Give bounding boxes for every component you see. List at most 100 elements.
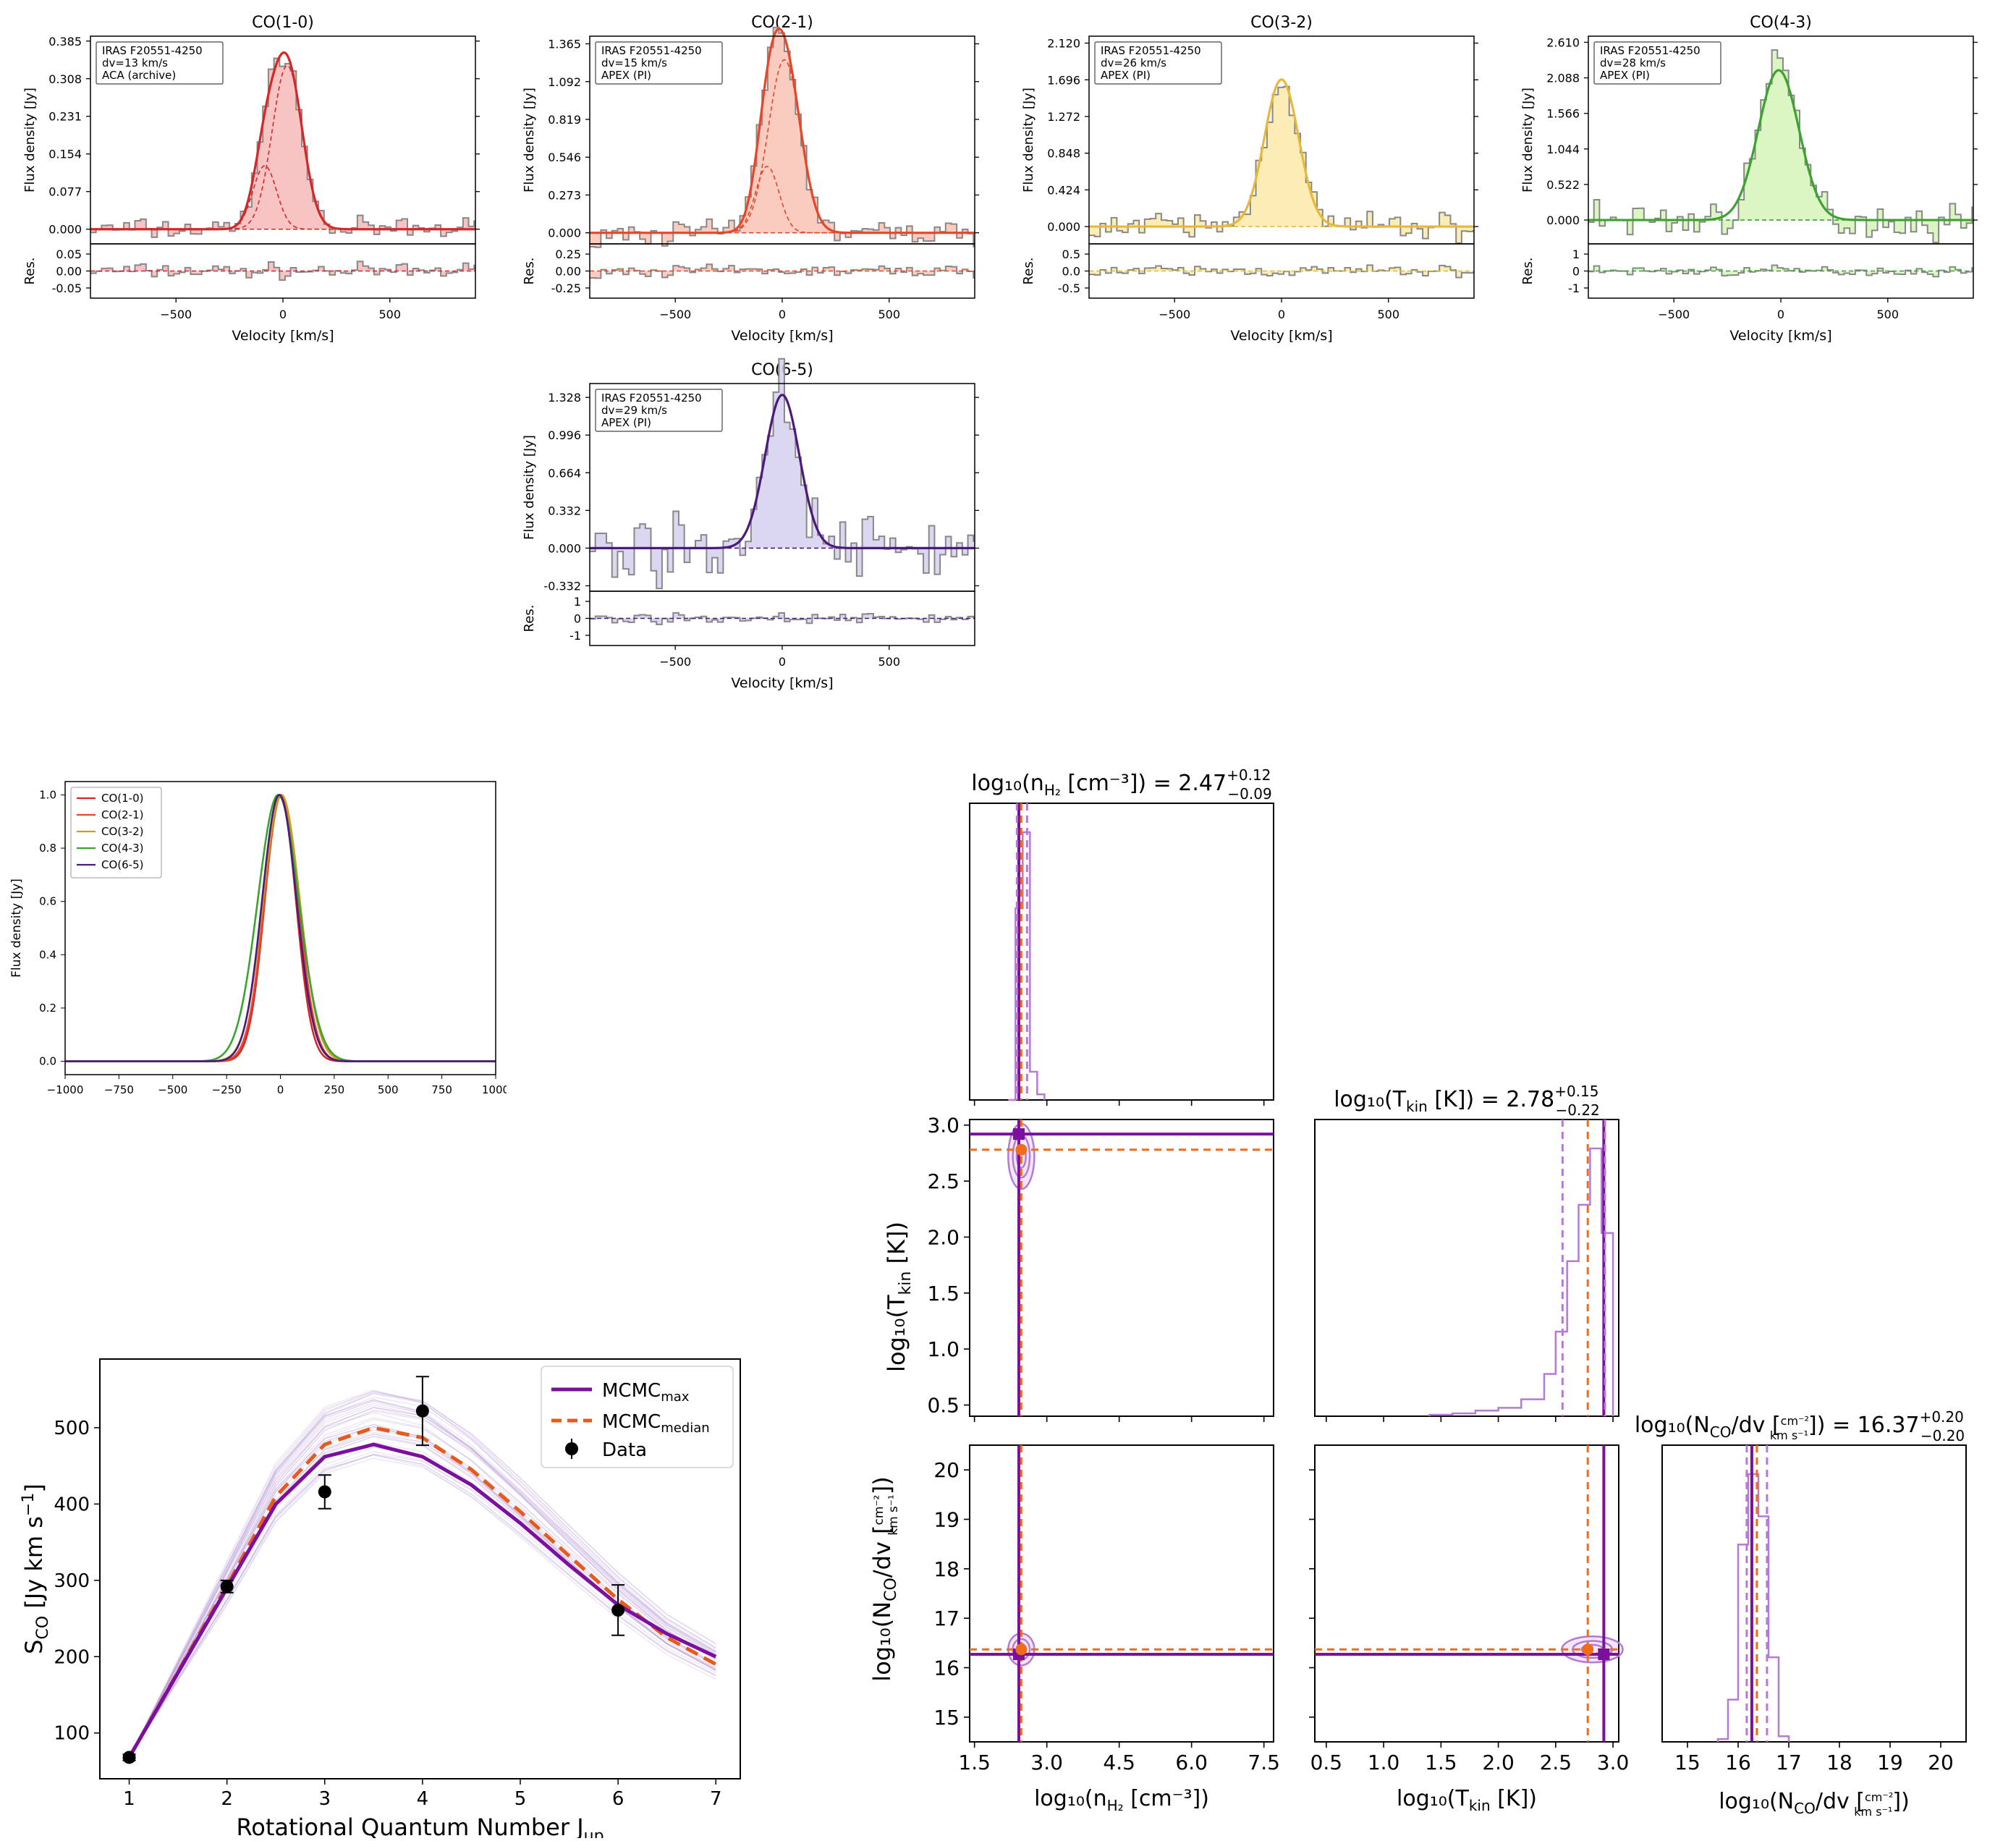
legend-data: Data: [602, 1439, 647, 1461]
y-axis-label: SCO [Jy km s−1]: [20, 1484, 52, 1654]
x-tick-label: 20: [1928, 1751, 1954, 1774]
legend-obs: APEX (PI): [1101, 69, 1151, 82]
ylabel-c-rest: /dv [: [868, 1525, 896, 1578]
x-tick-label: 17: [1776, 1751, 1802, 1774]
y-tick-label: 1.044: [1546, 143, 1580, 156]
x-tick-label: 750: [431, 1083, 452, 1096]
legend-obs: APEX (PI): [1600, 69, 1650, 82]
title-n-up: +0.12: [1227, 766, 1271, 784]
mcmc-median-line: [127, 1426, 717, 1759]
mcmc-sample-line: [129, 1454, 716, 1758]
corner-title-c: log₁₀(NCO/dv [cm⁻² km s⁻¹]) = 16.37+0.20−…: [1635, 1408, 1965, 1444]
max-marker: [1598, 1649, 1610, 1661]
y-tick-label: 0.000: [48, 223, 82, 237]
ylabel-c-num: cm⁻²: [872, 1495, 886, 1525]
spectrum-panel-0: CO(1-0)0.0000.0770.1540.2310.3080.385IRA…: [22, 14, 480, 344]
xlabel-c-num: cm⁻²: [1865, 1790, 1893, 1804]
mcmc-sample-line: [129, 1410, 716, 1758]
title-c-num: cm⁻²: [1781, 1414, 1809, 1428]
y-tick-label: 0.6: [39, 895, 56, 908]
corner-ylabel-t: log₁₀(Tkin [K]): [883, 1222, 915, 1372]
title-n-sub: H₂: [1044, 782, 1061, 799]
y-tick-label: 0.8: [39, 842, 56, 855]
mcmc-sample-line: [129, 1417, 716, 1758]
x-tick-label: 0.5: [1310, 1751, 1343, 1774]
ylabel-c-den: km s⁻¹: [886, 1494, 901, 1535]
x-tick-label: 1: [123, 1788, 135, 1810]
chart-svg: 0.0 0.2 0.4 0.6 0.8 1.0 −1000 −750 −500 −250 0 250 5…: [9, 781, 509, 1120]
data-point: [415, 1404, 429, 1418]
res-tick-label: 0.05: [56, 247, 82, 261]
mcmc-sample-line: [129, 1402, 716, 1758]
title-t-up: +0.15: [1554, 1083, 1598, 1100]
mcmc-sample-line: [129, 1418, 716, 1758]
y-tick-label: 1.5: [927, 1282, 960, 1305]
y-axis-label: Flux density [Jy]: [1021, 88, 1036, 192]
data-fill: [1588, 50, 1973, 243]
y-tick-label: 1.328: [548, 391, 581, 405]
ylabel-t-rest: [K]): [883, 1222, 910, 1271]
x-tick-label: 0: [1278, 308, 1285, 321]
data-histogram: [90, 57, 475, 238]
y-tick-label: 1.272: [1047, 110, 1080, 124]
mcmc-sample-line: [129, 1410, 716, 1758]
ylabel-c-sub: CO: [882, 1578, 900, 1601]
corner-ylabel-c: log₁₀(NCO/dv [cm⁻²km s⁻¹]): [868, 1476, 901, 1681]
panel-title: CO(2-1): [751, 14, 813, 32]
y-tick-label: 0.154: [48, 148, 82, 161]
x-tick-label: −750: [104, 1083, 134, 1096]
legend-max-sub: max: [661, 1389, 690, 1405]
gauss-fit-line: [590, 27, 975, 234]
x-tick-label: 1.5: [1425, 1751, 1457, 1774]
mcmc-sample-line: [129, 1405, 716, 1758]
y-tick-label: 0.819: [548, 113, 581, 127]
title-t-lo: −0.22: [1555, 1101, 1599, 1119]
y-label-unit: [Jy km s: [20, 1516, 48, 1616]
res-tick-label: -0.05: [52, 282, 82, 295]
xlabel-c-den: km s⁻¹: [1854, 1805, 1892, 1819]
spectra-grid: CO(1-0) 0.000 0.077 0.154 0.231 0.308 0.385 IRA…: [0, 0, 2016, 709]
x-axis-label: Rotational Quantum Number Jup: [236, 1814, 603, 1838]
corner-xlabel-c: log₁₀(NCO/dv [cm⁻² km s⁻¹]): [1719, 1789, 1910, 1819]
y-tick-label: 0.000: [548, 541, 581, 555]
x-tick-label: −500: [1159, 308, 1190, 321]
gauss-fit-line: [90, 51, 475, 231]
y-tick-label: 2.0: [927, 1225, 960, 1249]
legend-box: [541, 1366, 734, 1468]
xlabel-c-rest: /dv [: [1816, 1789, 1865, 1814]
panel-title: CO(3-2): [1250, 14, 1313, 32]
legend-entry: CO(2-1): [101, 808, 143, 821]
y-tick-label: 20: [933, 1458, 960, 1482]
y-tick-label: 0.996: [548, 428, 581, 442]
y-tick-label: 0.522: [1546, 178, 1580, 192]
x-tick-label: −500: [160, 308, 192, 321]
chart-svg: CO(1-0)0.0000.0770.1540.2310.3080.385IRA…: [22, 14, 1978, 691]
panel-n-c-frame: [969, 1444, 1274, 1743]
mcmc-sample-line: [129, 1400, 716, 1758]
y-tick-label: 1.696: [1047, 73, 1080, 87]
y-tick-label: 19: [933, 1508, 960, 1532]
legend: CO(1-0) CO(2-1) CO(3-2) CO(4-3) CO(6-5): [70, 787, 162, 879]
y-tick-label: 2.610: [1546, 35, 1580, 49]
y-tick-label: 16: [933, 1656, 960, 1680]
hist-n: [1008, 831, 1046, 1101]
y-label-sup: −1: [20, 1493, 38, 1516]
mcmc-sample-line: [129, 1407, 716, 1758]
y-tick-label: 0.077: [48, 185, 82, 199]
x-tick-label: 0: [277, 1083, 284, 1096]
data-fill: [590, 358, 975, 589]
legend-source: IRAS F20551-4250: [102, 44, 203, 57]
ylabel-t-sub: kin: [897, 1271, 915, 1295]
legend-dv: dv=29 km/s: [601, 404, 667, 417]
res-axis-label: Res.: [522, 258, 537, 285]
panel-n-t-frame: [969, 1119, 1274, 1417]
x-tick-label: 2: [221, 1788, 233, 1810]
y-axis-label: Flux density [Jy]: [22, 88, 38, 192]
corner-xlabel-t: log₁₀(Tkin [K]): [1397, 1786, 1537, 1814]
x-tick-label: 0: [779, 308, 786, 321]
residual-histogram: [590, 263, 975, 279]
y-tick-label: 300: [54, 1570, 90, 1592]
x-label-main: Rotational Quantum Number J: [236, 1814, 583, 1838]
